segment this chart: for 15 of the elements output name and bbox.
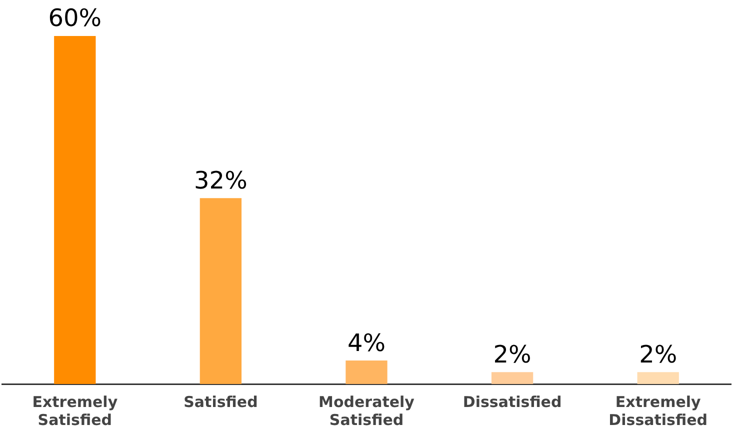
data-label: 2% [493, 340, 532, 369]
data-label: 32% [194, 166, 248, 195]
x-tick-label: Extremely Satisfied [32, 392, 118, 429]
x-tick-label: Satisfied [184, 392, 258, 411]
bar [637, 372, 679, 384]
data-label: 4% [347, 329, 386, 358]
bar [200, 198, 242, 384]
data-label: 2% [639, 340, 678, 369]
bar [54, 36, 96, 384]
x-tick-label: Dissatisfied [462, 392, 562, 411]
x-tick-label: Extremely Dissatisfied [608, 392, 708, 429]
x-tick-label: Moderately Satisfied [318, 392, 415, 429]
bar [346, 360, 388, 384]
bar [491, 372, 534, 384]
data-label: 60% [48, 4, 102, 32]
